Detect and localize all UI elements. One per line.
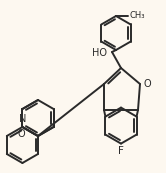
Text: O: O	[143, 79, 151, 89]
Text: F: F	[118, 146, 124, 156]
Text: HO: HO	[92, 48, 107, 58]
Text: O: O	[18, 129, 25, 139]
Text: N: N	[19, 114, 26, 124]
Text: CH₃: CH₃	[129, 11, 144, 20]
